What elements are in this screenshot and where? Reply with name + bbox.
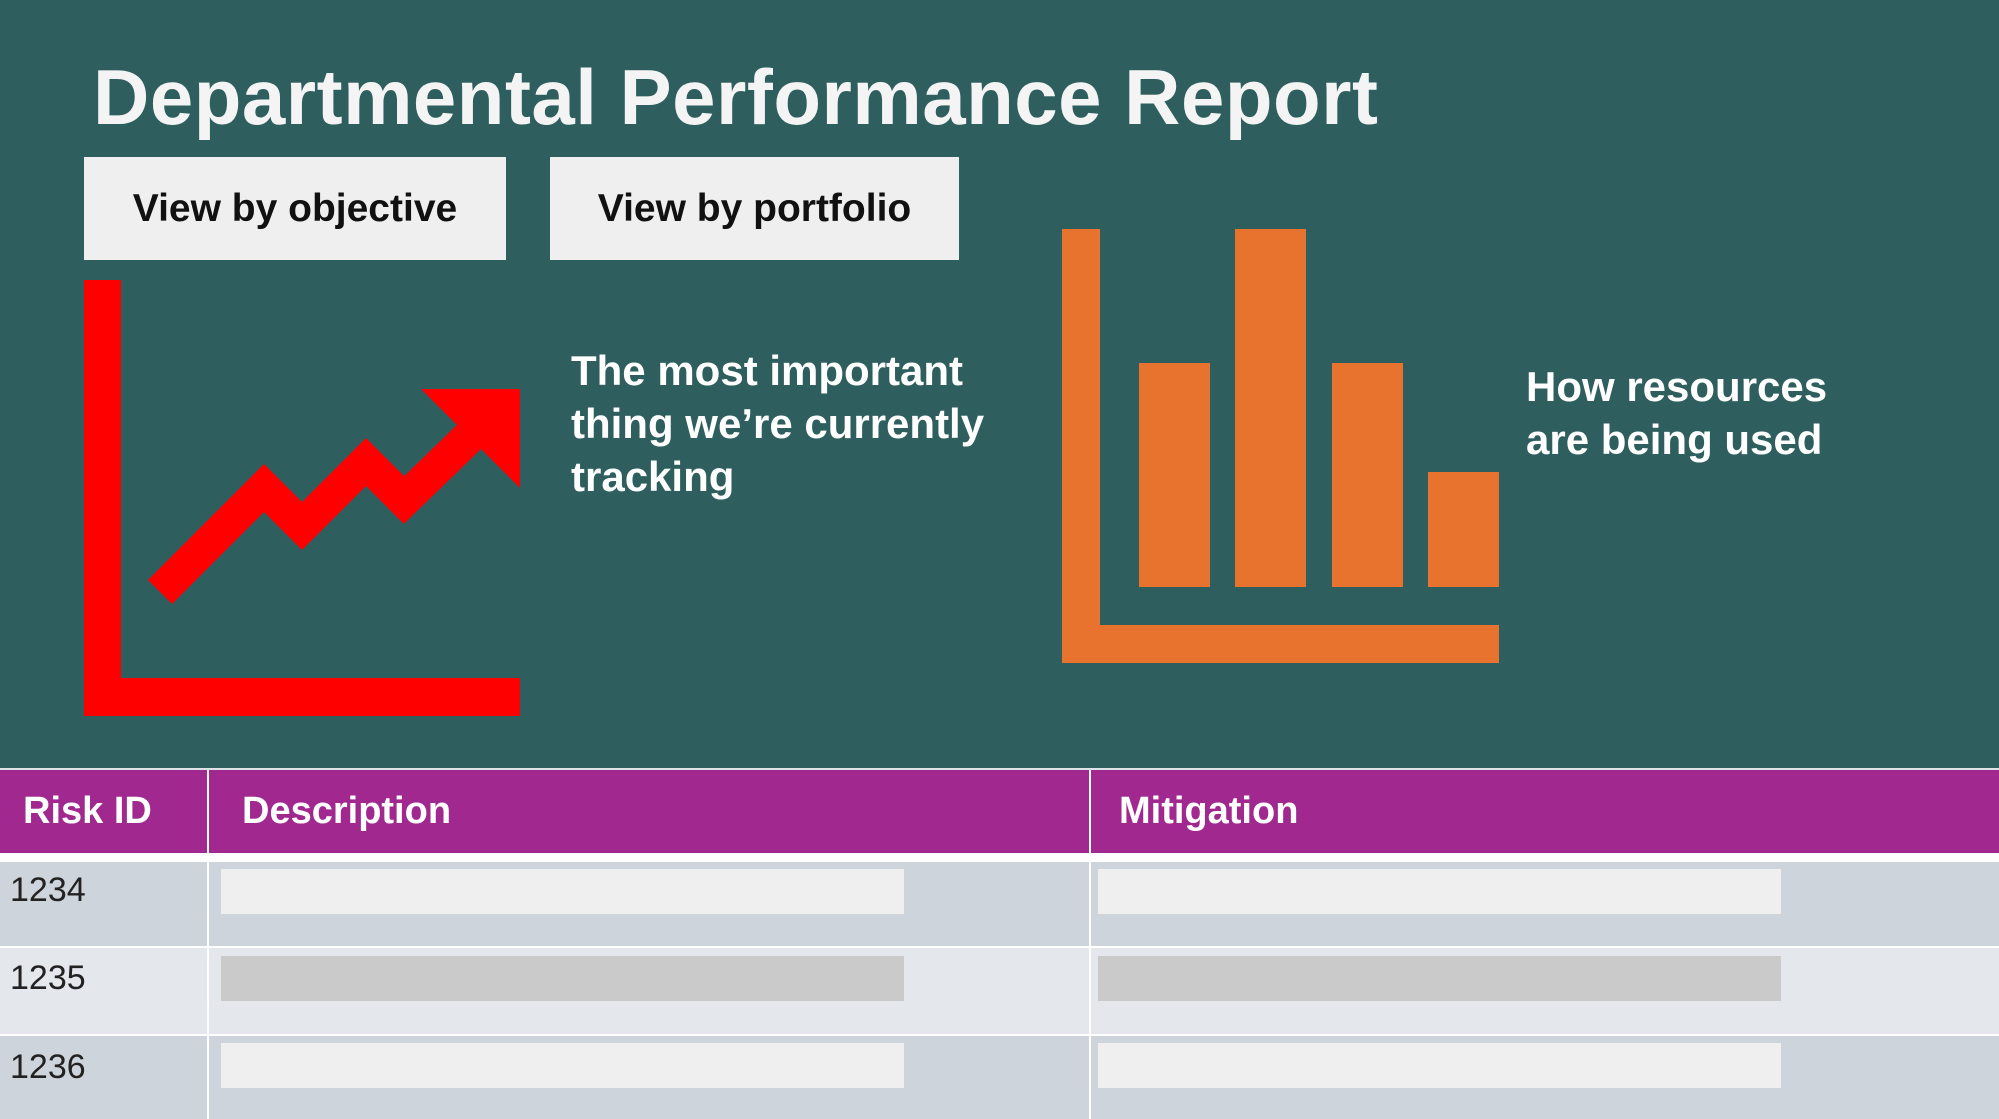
bar-icon: [1062, 229, 1499, 663]
view-by-objective-button[interactable]: View by objective: [84, 157, 506, 260]
objective-caption: The most important thing we’re currently…: [571, 344, 984, 503]
trend-axis: [84, 280, 121, 716]
column-divider: [207, 853, 209, 1119]
column-divider: [1089, 853, 1091, 1119]
risk-id: 1236: [10, 1048, 86, 1086]
description-placeholder: [221, 869, 904, 914]
bar-icon-axis: [1062, 229, 1100, 663]
trend-arrowhead: [421, 389, 520, 488]
risk-table: Risk ID Description Mitigation 1234 1235…: [0, 768, 1999, 1119]
caption-line: How resources: [1526, 363, 1828, 410]
bar-icon-axis: [1062, 625, 1499, 663]
mitigation-placeholder: [1098, 1043, 1781, 1088]
portfolio-caption: How resources are being used: [1526, 360, 1827, 466]
caption-line: thing we’re currently: [571, 400, 985, 447]
column-header: Mitigation: [1091, 770, 1999, 853]
icons: [84, 229, 1499, 716]
trend-line: [147, 423, 482, 605]
bar-icon-bar: [1235, 229, 1306, 587]
bar-icon-bar: [1428, 472, 1499, 587]
column-header: Risk ID: [0, 770, 207, 853]
hero-panel: [0, 0, 1999, 768]
caption-line: The most important: [571, 347, 964, 394]
bar-icon-bar: [1332, 363, 1403, 587]
trend-axis: [84, 678, 520, 716]
risk-id: 1235: [10, 959, 86, 997]
description-placeholder: [221, 1043, 904, 1088]
bar-icon-bar: [1139, 363, 1210, 587]
mitigation-placeholder: [1098, 956, 1781, 1001]
table-top-border: [0, 768, 1999, 770]
mitigation-placeholder: [1098, 869, 1781, 914]
caption-line: tracking: [571, 453, 735, 500]
risk-id: 1234: [10, 871, 86, 909]
view-by-portfolio-button[interactable]: View by portfolio: [550, 157, 959, 260]
trend-icon: [84, 280, 520, 716]
caption-line: are being used: [1526, 416, 1823, 463]
column-header: Description: [209, 770, 1089, 853]
report-title: Departmental Performance Report: [93, 53, 1379, 141]
description-placeholder: [221, 956, 904, 1001]
